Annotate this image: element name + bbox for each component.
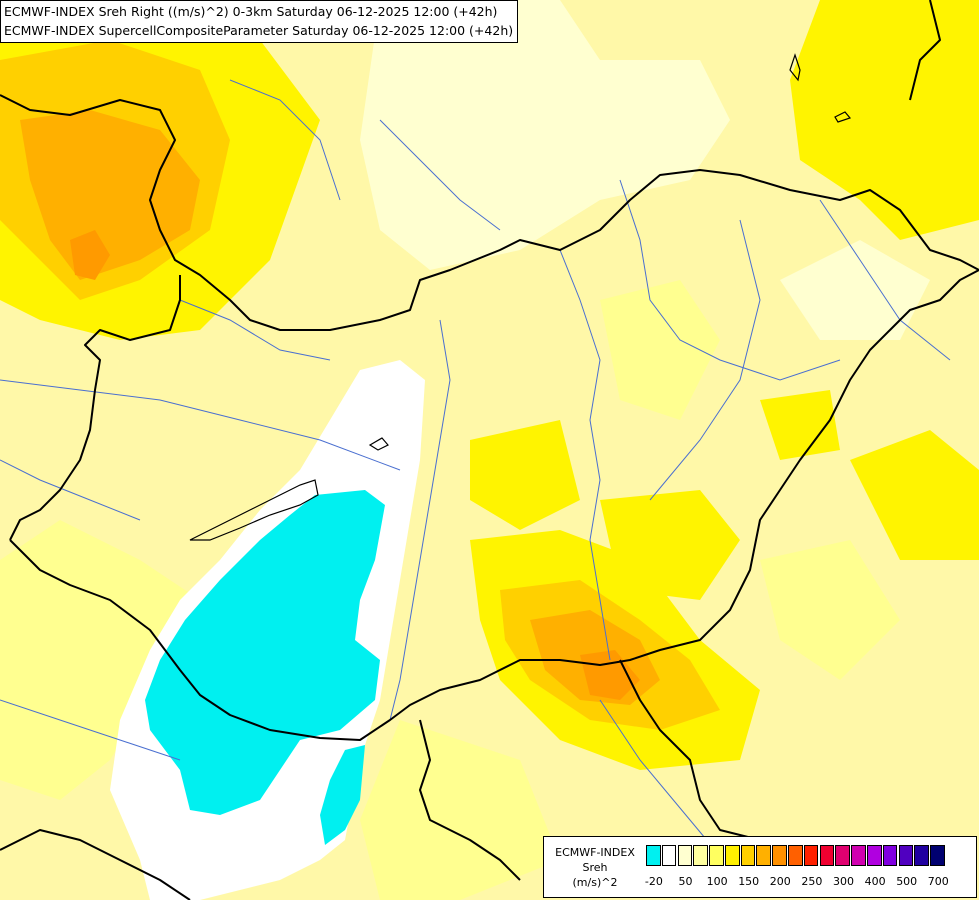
legend-swatch (898, 845, 914, 866)
negative-value-region (145, 490, 385, 845)
legend-caption: ECMWF-INDEX Sreh (m/s)^2 (548, 845, 642, 890)
legend-swatch (819, 845, 835, 866)
legend-tick-label: -20 (644, 875, 663, 888)
legend-swatch (740, 845, 756, 866)
legend-swatch (756, 845, 772, 866)
legend-swatch (646, 845, 661, 866)
legend-swatch (693, 845, 708, 866)
legend-swatch (882, 845, 898, 866)
rivers (0, 79, 951, 881)
legend-tick-label: 300 (833, 875, 854, 888)
legend-swatch (709, 845, 724, 866)
legend-tick-label: 50 (678, 875, 693, 888)
legend-swatch (866, 845, 882, 866)
legend-swatch (914, 845, 929, 866)
legend-tick-label: 150 (738, 875, 760, 888)
legend-tick-label: 100 (706, 875, 728, 888)
map-title-box: ECMWF-INDEX Sreh Right ((m/s)^2) 0-3km S… (0, 0, 519, 43)
legend-swatch (851, 845, 866, 866)
legend-swatches (646, 845, 946, 866)
legend-swatch (724, 845, 740, 866)
color-legend: ECMWF-INDEX Sreh (m/s)^2 -20 50 100 150 200 2… (543, 836, 977, 898)
map-title-line-2: ECMWF-INDEX SupercellCompositeParameter … (4, 23, 514, 38)
pale-field-regions (0, 0, 930, 900)
legend-swatch (788, 845, 803, 866)
legend-tick-label: 700 (927, 875, 949, 888)
legend-unit: (m/s)^2 (572, 876, 618, 889)
legend-variable: Sreh (582, 861, 608, 874)
dark-orange-field-regions (70, 230, 640, 700)
legend-swatch (661, 845, 677, 866)
lakes (189, 53, 852, 541)
legend-tick-label: 500 (896, 875, 918, 888)
legend-tick-label: 250 (801, 875, 823, 888)
legend-tick-label: 400 (864, 875, 886, 888)
legend-tick-label: 200 (769, 875, 791, 888)
legend-swatch (803, 845, 819, 866)
legend-swatch (772, 845, 787, 866)
map-title-line-1: ECMWF-INDEX Sreh Right ((m/s)^2) 0-3km S… (4, 4, 498, 19)
legend-title: ECMWF-INDEX (555, 846, 635, 859)
legend-swatch (835, 845, 850, 866)
legend-swatch (930, 845, 945, 866)
legend-swatch (677, 845, 693, 866)
